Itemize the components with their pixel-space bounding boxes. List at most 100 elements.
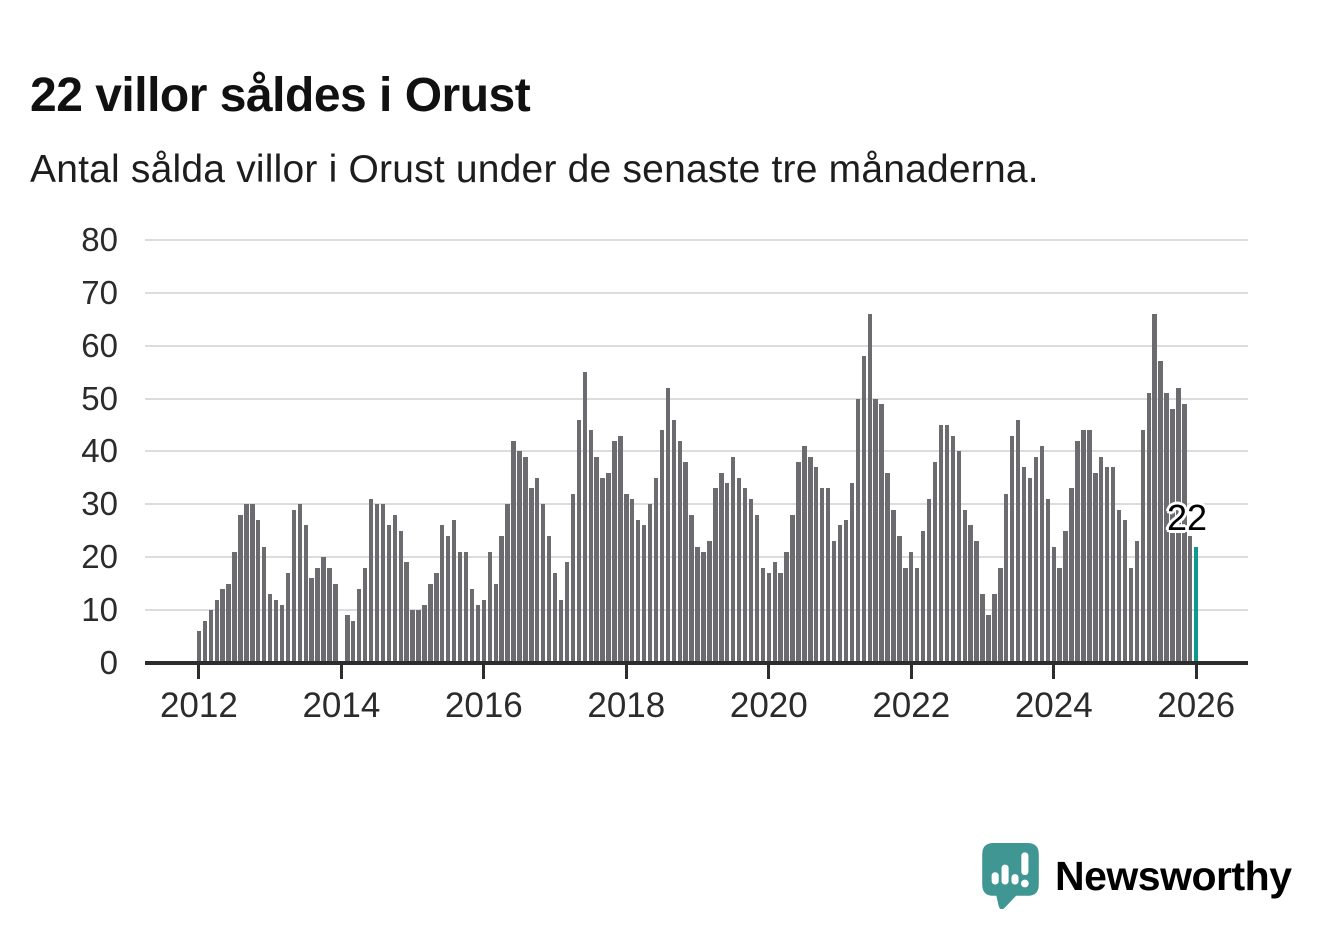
bar bbox=[256, 520, 261, 663]
bar bbox=[386, 525, 392, 663]
bar bbox=[1093, 472, 1098, 663]
bar bbox=[1110, 467, 1116, 663]
bar bbox=[285, 573, 291, 663]
bar bbox=[250, 504, 255, 663]
bar bbox=[926, 499, 932, 663]
bar bbox=[535, 477, 540, 663]
bar bbox=[208, 610, 213, 663]
bar bbox=[232, 551, 237, 663]
y-axis-tick-label: 10 bbox=[81, 591, 118, 629]
bar bbox=[291, 509, 297, 663]
bar bbox=[505, 504, 510, 663]
bar bbox=[309, 578, 314, 663]
bar bbox=[814, 467, 819, 663]
bar bbox=[920, 530, 926, 663]
bar bbox=[796, 461, 801, 663]
bar bbox=[333, 583, 338, 663]
bar bbox=[1087, 430, 1092, 663]
newsworthy-speech-bubble-chart-icon bbox=[982, 843, 1039, 909]
bar bbox=[647, 504, 653, 663]
bar bbox=[220, 588, 225, 663]
bar bbox=[499, 536, 504, 663]
bar bbox=[790, 514, 795, 663]
y-axis-tick-label: 60 bbox=[81, 326, 118, 364]
bar bbox=[279, 604, 285, 663]
bar bbox=[766, 573, 771, 663]
bar bbox=[529, 488, 534, 663]
bar bbox=[321, 557, 326, 663]
bar bbox=[831, 541, 837, 663]
bar bbox=[368, 499, 374, 663]
bar bbox=[434, 573, 439, 663]
bar bbox=[725, 483, 730, 663]
x-axis-tick bbox=[624, 665, 628, 679]
bar bbox=[683, 461, 688, 663]
bar bbox=[962, 509, 967, 663]
bar bbox=[356, 588, 362, 663]
bar bbox=[428, 583, 433, 663]
bar bbox=[1176, 387, 1181, 663]
bar bbox=[440, 525, 445, 663]
bar bbox=[380, 504, 386, 663]
bar bbox=[226, 583, 231, 663]
bar bbox=[564, 562, 570, 663]
bar bbox=[202, 620, 208, 663]
bar bbox=[1116, 509, 1122, 663]
bar bbox=[1057, 567, 1062, 663]
bar bbox=[778, 573, 783, 663]
x-axis-tick-label: 2022 bbox=[872, 686, 951, 725]
bar bbox=[677, 440, 682, 663]
bar bbox=[998, 567, 1003, 663]
bar bbox=[861, 356, 866, 663]
bar bbox=[665, 387, 671, 663]
bar bbox=[772, 562, 777, 663]
bar bbox=[351, 620, 356, 663]
bar bbox=[1170, 409, 1175, 663]
bar bbox=[1015, 419, 1021, 663]
bar bbox=[748, 499, 754, 663]
bar bbox=[938, 424, 944, 663]
bar bbox=[873, 398, 878, 663]
bar bbox=[784, 551, 789, 663]
bar bbox=[1188, 536, 1193, 663]
bar bbox=[825, 488, 831, 663]
last-value-label: 22 bbox=[1167, 497, 1208, 538]
bar bbox=[636, 520, 641, 663]
bar bbox=[570, 493, 576, 663]
bar bbox=[1134, 541, 1140, 663]
bar bbox=[374, 504, 380, 663]
newsworthy-wordmark: Newsworthy bbox=[1055, 852, 1292, 899]
bar bbox=[1146, 393, 1151, 663]
bar bbox=[879, 403, 884, 663]
bar bbox=[588, 430, 593, 663]
y-axis-tick-label: 20 bbox=[81, 538, 118, 576]
bar bbox=[974, 541, 979, 663]
bar bbox=[404, 562, 409, 663]
x-axis-tick bbox=[197, 665, 201, 679]
bar bbox=[932, 461, 938, 663]
bar bbox=[1099, 456, 1104, 663]
bar bbox=[903, 567, 908, 663]
bar bbox=[950, 435, 956, 663]
bar bbox=[843, 520, 849, 663]
bar bbox=[446, 536, 451, 663]
bar bbox=[541, 504, 546, 663]
bar bbox=[909, 551, 914, 663]
bar bbox=[481, 599, 487, 663]
y-axis-tick-label: 50 bbox=[81, 379, 118, 417]
bar bbox=[915, 567, 920, 663]
bar bbox=[273, 599, 279, 663]
bar bbox=[701, 551, 706, 663]
bar bbox=[517, 451, 522, 663]
bar bbox=[558, 599, 564, 663]
x-axis-tick bbox=[482, 665, 486, 679]
bar bbox=[214, 599, 219, 663]
bar bbox=[1063, 530, 1068, 663]
y-axis-tick-label: 30 bbox=[81, 485, 118, 523]
bar bbox=[719, 472, 724, 663]
bar bbox=[422, 604, 427, 663]
x-axis-line bbox=[145, 661, 1248, 665]
bar bbox=[808, 456, 813, 663]
bar bbox=[986, 615, 991, 663]
